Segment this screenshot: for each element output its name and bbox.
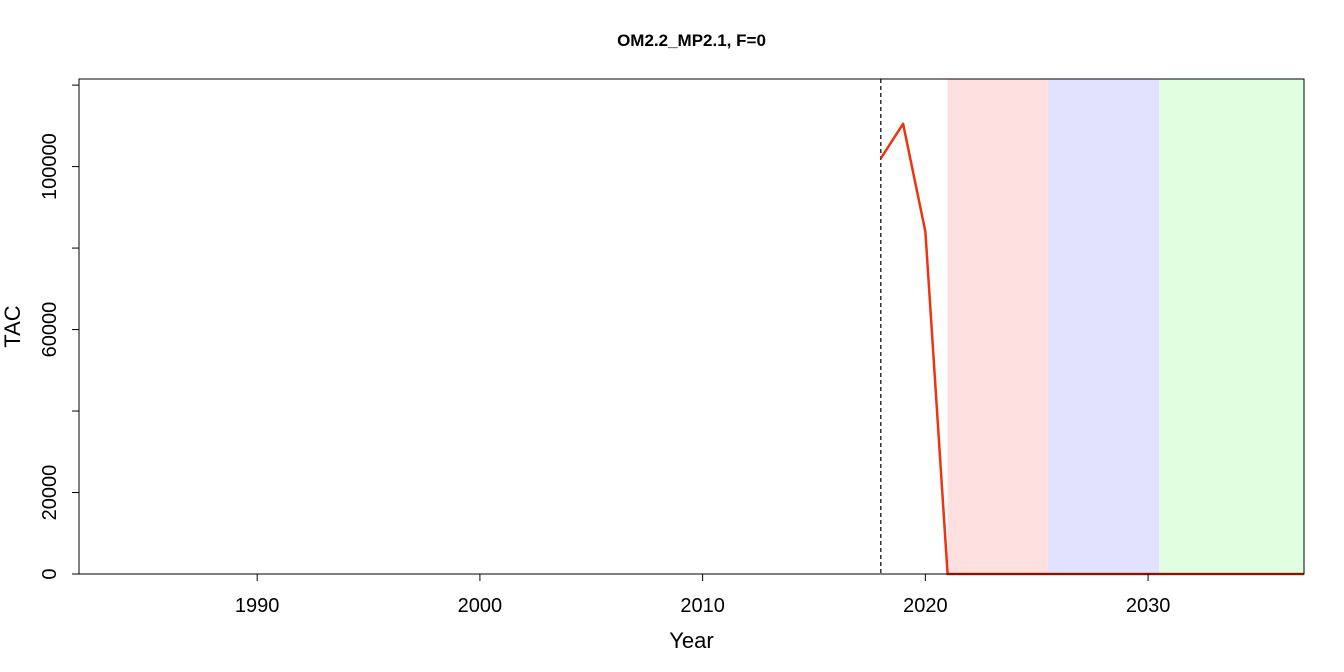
shaded-region-1 bbox=[947, 79, 1048, 574]
chart-title: OM2.2_MP2.1, F=0 bbox=[617, 31, 766, 50]
y-tick-label: 20000 bbox=[39, 465, 61, 521]
x-tick-label: 2010 bbox=[680, 595, 725, 617]
x-tick-label: 2030 bbox=[1126, 595, 1171, 617]
y-tick-label: 60000 bbox=[39, 302, 61, 358]
y-axis-label: TAC bbox=[0, 305, 25, 347]
shaded-regions bbox=[947, 79, 1304, 574]
x-axis-label: Year bbox=[669, 628, 713, 653]
shaded-region-3 bbox=[1159, 79, 1304, 574]
y-axis: 0 20000 60000 100000 bbox=[39, 84, 79, 580]
plot-frame bbox=[78, 78, 1305, 575]
y-tick-label: 0 bbox=[39, 568, 61, 579]
x-tick-label: 2000 bbox=[458, 595, 503, 617]
x-tick-label: 1990 bbox=[235, 595, 280, 617]
shaded-region-2 bbox=[1047, 79, 1160, 574]
x-axis: 1990 2000 2010 2020 2030 bbox=[235, 574, 1170, 617]
y-tick-label: 100000 bbox=[39, 133, 61, 200]
x-tick-label: 2020 bbox=[903, 595, 948, 617]
